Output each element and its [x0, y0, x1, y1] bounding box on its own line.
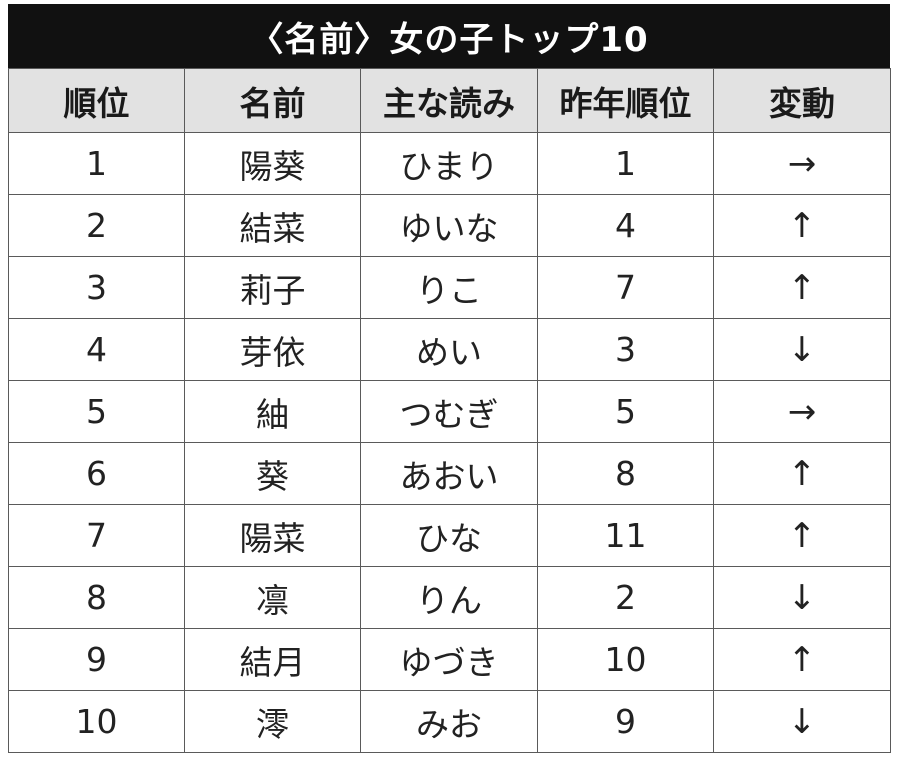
name-cell: 莉子	[184, 256, 361, 319]
table-row: 1 陽葵 ひまり 1 →	[8, 132, 891, 195]
rank-cell: 9	[8, 628, 185, 691]
change-arrow-icon: ↑	[713, 504, 891, 567]
name-cell: 葵	[184, 442, 361, 505]
table-title: 〈名前〉女の子トップ10	[8, 4, 890, 68]
ranking-table-container: 〈名前〉女の子トップ10 順位 名前 主な読み 昨年順位 変動 1 陽葵 ひまり…	[8, 4, 891, 753]
table-row: 2 結菜 ゆいな 4 ↑	[8, 194, 891, 257]
header-change: 変動	[713, 68, 891, 133]
reading-cell: あおい	[360, 442, 538, 505]
change-arrow-icon: ↑	[713, 442, 891, 505]
table-row: 5 紬 つむぎ 5 →	[8, 380, 891, 443]
name-cell: 芽依	[184, 318, 361, 381]
change-arrow-icon: ↑	[713, 256, 891, 319]
reading-cell: ひまり	[360, 132, 538, 195]
name-cell: 澪	[184, 690, 361, 753]
reading-cell: ゆいな	[360, 194, 538, 257]
name-cell: 結月	[184, 628, 361, 691]
rank-cell: 10	[8, 690, 185, 753]
name-cell: 凛	[184, 566, 361, 629]
change-arrow-icon: ↓	[713, 318, 891, 381]
rank-cell: 1	[8, 132, 185, 195]
header-last-year-rank: 昨年順位	[537, 68, 714, 133]
table-row: 10 澪 みお 9 ↓	[8, 690, 891, 753]
header-row: 順位 名前 主な読み 昨年順位 変動	[8, 68, 891, 133]
name-cell: 紬	[184, 380, 361, 443]
reading-cell: みお	[360, 690, 538, 753]
rank-cell: 8	[8, 566, 185, 629]
table-row: 4 芽依 めい 3 ↓	[8, 318, 891, 381]
change-arrow-icon: ↑	[713, 628, 891, 691]
last-year-rank-cell: 7	[537, 256, 714, 319]
last-year-rank-cell: 9	[537, 690, 714, 753]
rank-cell: 4	[8, 318, 185, 381]
change-arrow-icon: →	[713, 132, 891, 195]
header-name: 名前	[184, 68, 361, 133]
reading-cell: ひな	[360, 504, 538, 567]
last-year-rank-cell: 4	[537, 194, 714, 257]
change-arrow-icon: ↑	[713, 194, 891, 257]
rank-cell: 2	[8, 194, 185, 257]
table-row: 9 結月 ゆづき 10 ↑	[8, 628, 891, 691]
name-cell: 陽葵	[184, 132, 361, 195]
name-cell: 陽菜	[184, 504, 361, 567]
rank-cell: 5	[8, 380, 185, 443]
last-year-rank-cell: 5	[537, 380, 714, 443]
reading-cell: めい	[360, 318, 538, 381]
change-arrow-icon: →	[713, 380, 891, 443]
last-year-rank-cell: 10	[537, 628, 714, 691]
header-reading: 主な読み	[360, 68, 538, 133]
last-year-rank-cell: 3	[537, 318, 714, 381]
table-row: 8 凛 りん 2 ↓	[8, 566, 891, 629]
last-year-rank-cell: 11	[537, 504, 714, 567]
last-year-rank-cell: 2	[537, 566, 714, 629]
change-arrow-icon: ↓	[713, 690, 891, 753]
table-row: 3 莉子 りこ 7 ↑	[8, 256, 891, 319]
ranking-table: 順位 名前 主な読み 昨年順位 変動 1 陽葵 ひまり 1 → 2 結菜 ゆいな…	[8, 68, 891, 753]
rank-cell: 3	[8, 256, 185, 319]
name-cell: 結菜	[184, 194, 361, 257]
reading-cell: つむぎ	[360, 380, 538, 443]
change-arrow-icon: ↓	[713, 566, 891, 629]
reading-cell: りこ	[360, 256, 538, 319]
header-rank: 順位	[8, 68, 185, 133]
reading-cell: ゆづき	[360, 628, 538, 691]
rank-cell: 6	[8, 442, 185, 505]
table-row: 7 陽菜 ひな 11 ↑	[8, 504, 891, 567]
table-row: 6 葵 あおい 8 ↑	[8, 442, 891, 505]
reading-cell: りん	[360, 566, 538, 629]
last-year-rank-cell: 1	[537, 132, 714, 195]
rank-cell: 7	[8, 504, 185, 567]
last-year-rank-cell: 8	[537, 442, 714, 505]
